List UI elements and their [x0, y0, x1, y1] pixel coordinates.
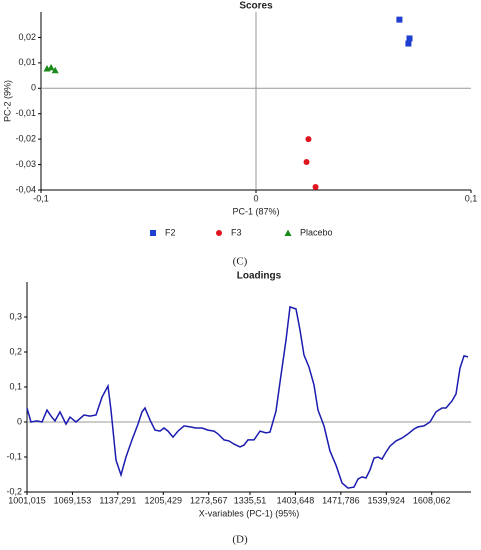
point [405, 40, 412, 47]
y-tick-label: -0,1 [6, 451, 22, 461]
chart-title: Scores [239, 1, 273, 12]
legend-marker [150, 230, 156, 236]
x-tick-label: 1205,429 [145, 495, 183, 505]
chart-title: Loadings [237, 271, 282, 282]
legend-label: Placebo [300, 227, 333, 237]
y-tick-label: 0,1 [9, 381, 22, 391]
point [305, 136, 312, 143]
x-tick-label: 1273,567 [190, 495, 228, 505]
legend-label: F3 [231, 227, 242, 237]
point [406, 35, 413, 42]
y-tick-label: 0 [31, 83, 36, 93]
x-tick-label: 0,1 [465, 193, 478, 203]
y-tick-label: 0,2 [9, 346, 22, 356]
loading-line [26, 305, 469, 489]
y-tick-label: -0,04 [15, 184, 36, 194]
x-tick-label: 1539,924 [368, 495, 406, 505]
caption: (C) [233, 256, 248, 268]
x-tick-label: 1001,015 [8, 495, 46, 505]
y-tick-label: 0 [17, 416, 22, 426]
y-axis-label: PC-2 (9%) [2, 80, 12, 122]
point [396, 16, 403, 23]
x-tick-label: 1137,291 [99, 495, 136, 505]
y-tick-label: 0,3 [9, 311, 22, 321]
x-tick-label: 1403,648 [277, 495, 315, 505]
x-tick-label: 1608,062 [413, 495, 451, 505]
x-tick-label: 1335,51 [234, 495, 267, 505]
legend-marker [216, 230, 222, 236]
y-tick-label: -0,01 [15, 108, 36, 118]
legend-marker [284, 229, 292, 236]
y-tick-label: -0,03 [15, 159, 36, 169]
x-axis-label: PC-1 (87%) [232, 206, 279, 216]
x-axis-label: X-variables (PC-1) (95%) [199, 508, 300, 518]
point [51, 66, 59, 74]
y-tick-label: -0,2 [6, 486, 22, 496]
y-tick-label: 0,01 [18, 57, 36, 67]
x-tick-label: 1069,153 [54, 495, 92, 505]
x-tick-label: -0,1 [33, 193, 49, 203]
point [303, 159, 310, 166]
legend-label: F2 [165, 227, 176, 237]
point [47, 63, 55, 71]
caption: (D) [232, 534, 248, 546]
y-tick-label: -0,02 [15, 134, 36, 144]
y-tick-label: 0,02 [18, 32, 36, 42]
point [312, 183, 319, 190]
x-tick-label: 1471,786 [322, 495, 360, 505]
x-tick-label: 0 [253, 193, 258, 203]
